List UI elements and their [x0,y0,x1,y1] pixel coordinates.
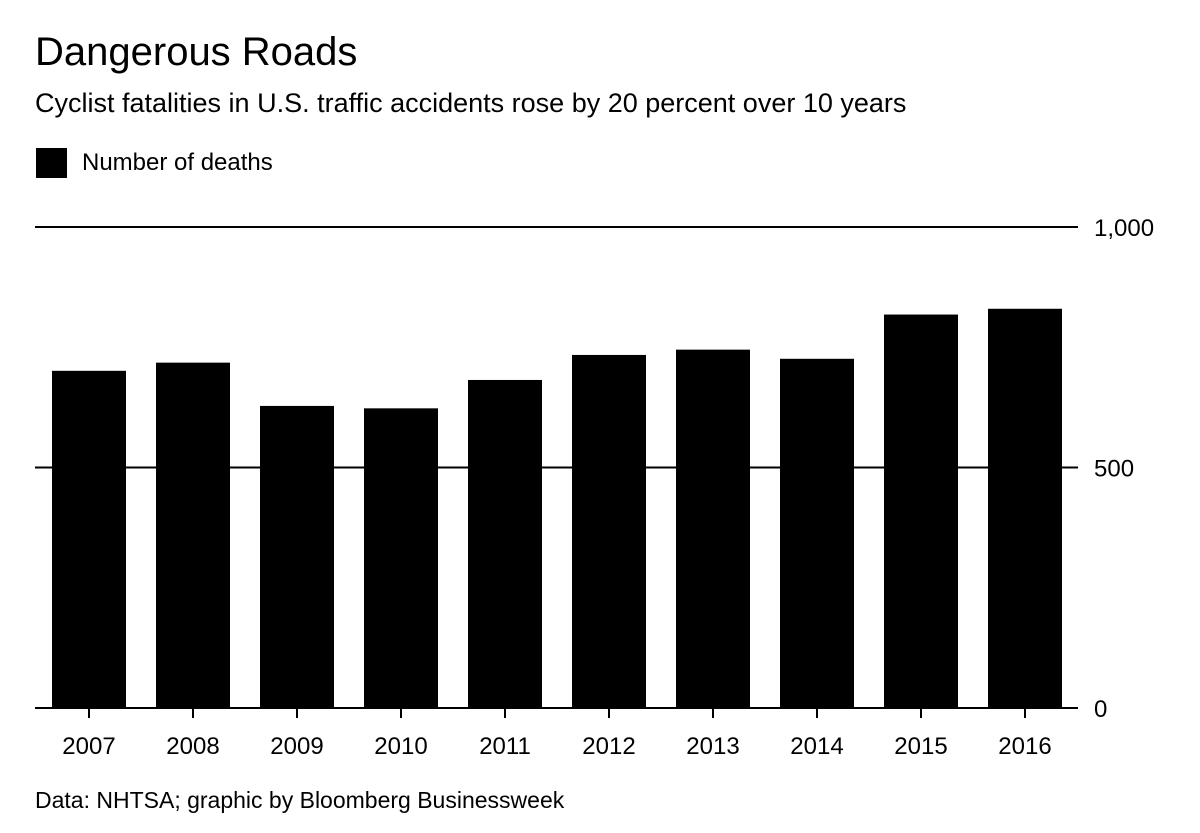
bar-2016 [988,308,1062,708]
y-tick-label: 500 [1094,456,1134,483]
legend-swatch [36,148,67,178]
bar-2013 [676,349,750,708]
chart-subtitle: Cyclist fatalities in U.S. traffic accid… [35,88,907,118]
bar-2015 [884,314,958,708]
bar-2014 [780,358,854,708]
x-tick-label: 2015 [894,733,947,760]
y-tick-label: 1,000 [1094,215,1154,242]
legend: Number of deaths [36,148,273,178]
x-tick-label: 2011 [479,733,531,760]
chart-title: Dangerous Roads [35,30,358,74]
bar-2007 [52,370,126,708]
bar-2010 [364,408,438,708]
x-ticks [88,708,1026,718]
x-tick-label: 2010 [374,733,427,760]
bar-2008 [156,362,230,708]
x-tick-label: 2013 [686,733,739,760]
bar-2012 [572,354,646,708]
x-tick-label: 2009 [270,733,323,760]
source-note: Data: NHTSA; graphic by Bloomberg Busine… [35,787,565,813]
bar-2011 [468,379,542,708]
bar-2009 [260,405,334,708]
bars [52,308,1062,708]
x-tick-label: 2007 [62,733,115,760]
legend-label: Number of deaths [82,149,273,176]
y-tick-labels: 0 500 1,000 [1094,215,1154,723]
y-tick-label: 0 [1094,696,1107,723]
x-tick-label: 2012 [582,733,635,760]
x-tick-label: 2014 [790,733,843,760]
x-tick-labels: 2007 2008 2009 2010 2011 2012 2013 2014 2015 2016 [62,733,1051,760]
x-tick-label: 2016 [998,733,1051,760]
x-tick-label: 2008 [166,733,219,760]
